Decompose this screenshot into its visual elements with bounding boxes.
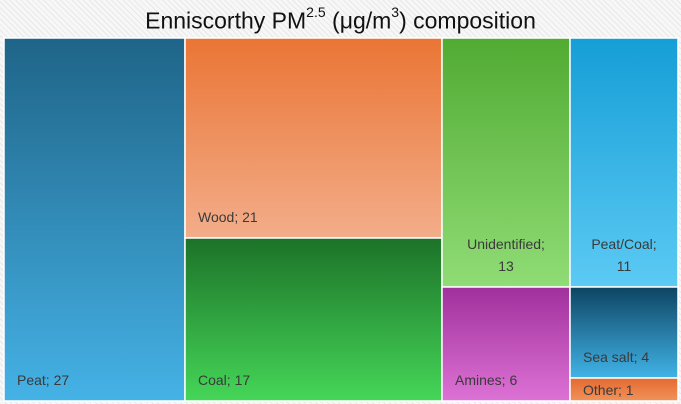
- treemap-rect-other: [569, 377, 679, 402]
- treemap-label-amines: Amines; 6: [455, 372, 517, 388]
- treemap-rect-sea-salt: [569, 286, 679, 379]
- treemap-tile-peat: Peat; 27: [3, 37, 186, 402]
- treemap-tile-peat-coal: Peat/Coal; 11: [569, 37, 679, 288]
- treemap-tile-other: Other; 1: [569, 377, 679, 402]
- treemap-label-peat-coal: Peat/Coal; 11: [591, 236, 656, 274]
- treemap-tiles: Peat; 27 Wood; 21 Coal; 17 Unidentified; 13 P…: [3, 37, 679, 402]
- treemap-tile-amines: Amines; 6: [441, 286, 571, 402]
- treemap-rect-peat-coal: [569, 37, 679, 288]
- treemap-rect-coal: [184, 237, 443, 402]
- chart-title-pm-superscript: 2.5: [306, 4, 326, 20]
- treemap-label-sea-salt: Sea salt; 4: [583, 349, 649, 365]
- treemap-rect-wood: [184, 37, 443, 239]
- chart-title-suffix: ) composition: [399, 7, 536, 34]
- treemap-tile-wood: Wood; 21: [184, 37, 443, 239]
- treemap-label-peat: Peat; 27: [17, 372, 69, 388]
- treemap-label-unidentified: Unidentified; 13: [467, 236, 545, 274]
- treemap-label-coal: Coal; 17: [198, 372, 250, 388]
- treemap-rect-peat: [3, 37, 186, 402]
- chart-title: Enniscorthy PM2.5 (μg/m3) composition: [0, 0, 681, 34]
- treemap-rect-unidentified: [441, 37, 571, 288]
- treemap-tile-coal: Coal; 17: [184, 237, 443, 402]
- treemap-label-other: Other; 1: [583, 382, 634, 398]
- treemap-rect-amines: [441, 286, 571, 402]
- chart-title-unit-open: (μg/m: [325, 7, 392, 34]
- treemap-tile-unidentified: Unidentified; 13: [441, 37, 571, 288]
- treemap-tile-sea-salt: Sea salt; 4: [569, 286, 679, 379]
- treemap-label-wood: Wood; 21: [198, 209, 258, 225]
- chart-title-prefix: Enniscorthy PM: [145, 7, 307, 34]
- chart-title-unit-superscript: 3: [391, 4, 400, 20]
